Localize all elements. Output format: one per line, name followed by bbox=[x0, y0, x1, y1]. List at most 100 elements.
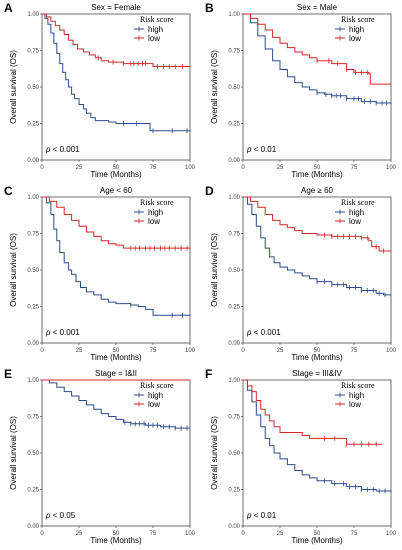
legend-label-high: high bbox=[349, 391, 364, 400]
legend-title: Risk score bbox=[341, 15, 375, 24]
x-axis: 0 25 50 75 100 bbox=[241, 160, 397, 171]
x-tick-label: 75 bbox=[351, 531, 358, 537]
y-tick-label: 0.00 bbox=[27, 158, 39, 164]
x-axis-label: Time (Months) bbox=[90, 170, 142, 179]
legend-title: Risk score bbox=[341, 198, 375, 207]
survival-curve-low bbox=[243, 379, 383, 445]
y-tick-label: 0.75 bbox=[228, 49, 240, 55]
y-tick-label: 0.50 bbox=[228, 268, 240, 274]
panel-title: Stage = III&IV bbox=[292, 369, 342, 378]
survival-curve-low bbox=[243, 196, 391, 252]
plot-frame bbox=[41, 379, 191, 527]
x-tick-label: 100 bbox=[386, 165, 397, 171]
p-value: p < 0.01 bbox=[246, 145, 277, 154]
panel-e: E Stage = I&II 0.00 0.25 0.50 0.75 1.00 0 25 50 75… bbox=[4, 367, 196, 545]
x-axis-label: Time (Months) bbox=[90, 536, 142, 545]
x-tick-label: 100 bbox=[386, 348, 397, 354]
series-low bbox=[42, 196, 190, 251]
legend-label-low: low bbox=[349, 34, 361, 43]
x-tick-label: 75 bbox=[150, 531, 157, 537]
survival-curve-low bbox=[42, 13, 190, 68]
x-tick-label: 50 bbox=[314, 531, 321, 537]
p-symbol: p bbox=[246, 145, 254, 154]
y-axis: 0.00 0.25 0.50 0.75 1.00 bbox=[27, 12, 42, 164]
y-tick-label: 0.00 bbox=[27, 341, 39, 347]
x-axis: 0 25 50 75 100 bbox=[40, 343, 196, 354]
x-tick-label: 25 bbox=[277, 531, 284, 537]
x-axis: 0 25 50 75 100 bbox=[241, 526, 397, 537]
series-low bbox=[243, 379, 383, 447]
panel-title: Age ≥ 60 bbox=[301, 186, 334, 195]
y-tick-label: 0.50 bbox=[27, 85, 39, 91]
y-tick-label: 0.25 bbox=[27, 122, 39, 128]
p-value-text: < 0.001 bbox=[53, 328, 80, 337]
x-axis-label: Time (Months) bbox=[291, 170, 343, 179]
y-tick-label: 0.25 bbox=[228, 488, 240, 494]
y-tick-label: 0.75 bbox=[228, 232, 240, 238]
y-tick-label: 0.00 bbox=[228, 524, 240, 530]
p-value: p < 0.01 bbox=[246, 511, 277, 520]
y-axis-label: Overall survival (OS) bbox=[9, 233, 18, 307]
legend-label-high: high bbox=[148, 208, 163, 217]
y-tick-label: 0.25 bbox=[228, 305, 240, 311]
panel-f: F Stage = III&IV 0.00 0.25 0.50 0.75 1.00 0 25 50… bbox=[205, 367, 397, 545]
survival-curve-low bbox=[243, 13, 391, 85]
legend-label-low: low bbox=[148, 34, 160, 43]
panel-letter: D bbox=[205, 184, 214, 198]
p-value-text: < 0.001 bbox=[254, 328, 281, 337]
x-tick-label: 25 bbox=[76, 165, 83, 171]
x-tick-label: 100 bbox=[185, 531, 196, 537]
legend-label-high: high bbox=[349, 208, 364, 217]
x-axis-label: Time (Months) bbox=[291, 536, 343, 545]
survival-curve-high bbox=[243, 379, 392, 493]
x-tick-label: 75 bbox=[150, 165, 157, 171]
y-tick-label: 0.50 bbox=[27, 451, 39, 457]
x-tick-label: 75 bbox=[351, 348, 358, 354]
plot-frame bbox=[41, 13, 191, 161]
y-tick-label: 1.00 bbox=[27, 378, 39, 384]
x-tick-label: 25 bbox=[277, 165, 284, 171]
survival-curve-high bbox=[243, 196, 391, 296]
y-tick-label: 0.00 bbox=[228, 158, 240, 164]
x-tick-label: 25 bbox=[76, 531, 83, 537]
y-tick-label: 0.50 bbox=[228, 451, 240, 457]
legend-label-low: low bbox=[148, 217, 160, 226]
survival-curve-low bbox=[42, 196, 190, 249]
legend-title: Risk score bbox=[140, 15, 174, 24]
legend-label-high: high bbox=[349, 25, 364, 34]
x-tick-label: 25 bbox=[76, 348, 83, 354]
series-low bbox=[243, 13, 391, 85]
y-tick-label: 0.75 bbox=[27, 415, 39, 421]
legend-label-low: low bbox=[148, 400, 160, 409]
x-tick-label: 100 bbox=[386, 531, 397, 537]
p-value-text: < 0.05 bbox=[53, 511, 76, 520]
y-tick-label: 0.25 bbox=[27, 488, 39, 494]
y-tick-label: 0.25 bbox=[228, 122, 240, 128]
p-value-text: < 0.001 bbox=[53, 145, 80, 154]
x-axis: 0 25 50 75 100 bbox=[241, 343, 397, 354]
y-tick-label: 0.00 bbox=[27, 524, 39, 530]
panel-d: D Age ≥ 60 0.00 0.25 0.50 0.75 1.00 0 25 50 75 100 T… bbox=[205, 184, 397, 362]
panel-a: A Sex = Female 0.00 0.25 0.50 0.75 1.00 0 25 50 75… bbox=[4, 1, 196, 179]
x-tick-label: 0 bbox=[40, 531, 44, 537]
x-tick-label: 100 bbox=[185, 165, 196, 171]
y-axis-label: Overall survival (OS) bbox=[210, 233, 219, 307]
x-axis-label: Time (Months) bbox=[291, 353, 343, 362]
series-high bbox=[42, 13, 190, 134]
x-tick-label: 0 bbox=[241, 348, 245, 354]
p-value: p < 0.001 bbox=[45, 145, 80, 154]
y-axis: 0.00 0.25 0.50 0.75 1.00 bbox=[27, 195, 42, 347]
y-axis: 0.00 0.25 0.50 0.75 1.00 bbox=[228, 195, 243, 347]
x-tick-label: 0 bbox=[40, 165, 44, 171]
y-axis: 0.00 0.25 0.50 0.75 1.00 bbox=[228, 378, 243, 530]
panel-title: Sex = Female bbox=[91, 3, 141, 12]
series-low bbox=[243, 196, 391, 254]
y-axis-label: Overall survival (OS) bbox=[210, 416, 219, 490]
survival-curve-high bbox=[42, 196, 190, 316]
plot-frame bbox=[242, 196, 392, 344]
series-low bbox=[42, 13, 190, 70]
legend-label-high: high bbox=[148, 391, 163, 400]
y-tick-label: 0.50 bbox=[228, 85, 240, 91]
